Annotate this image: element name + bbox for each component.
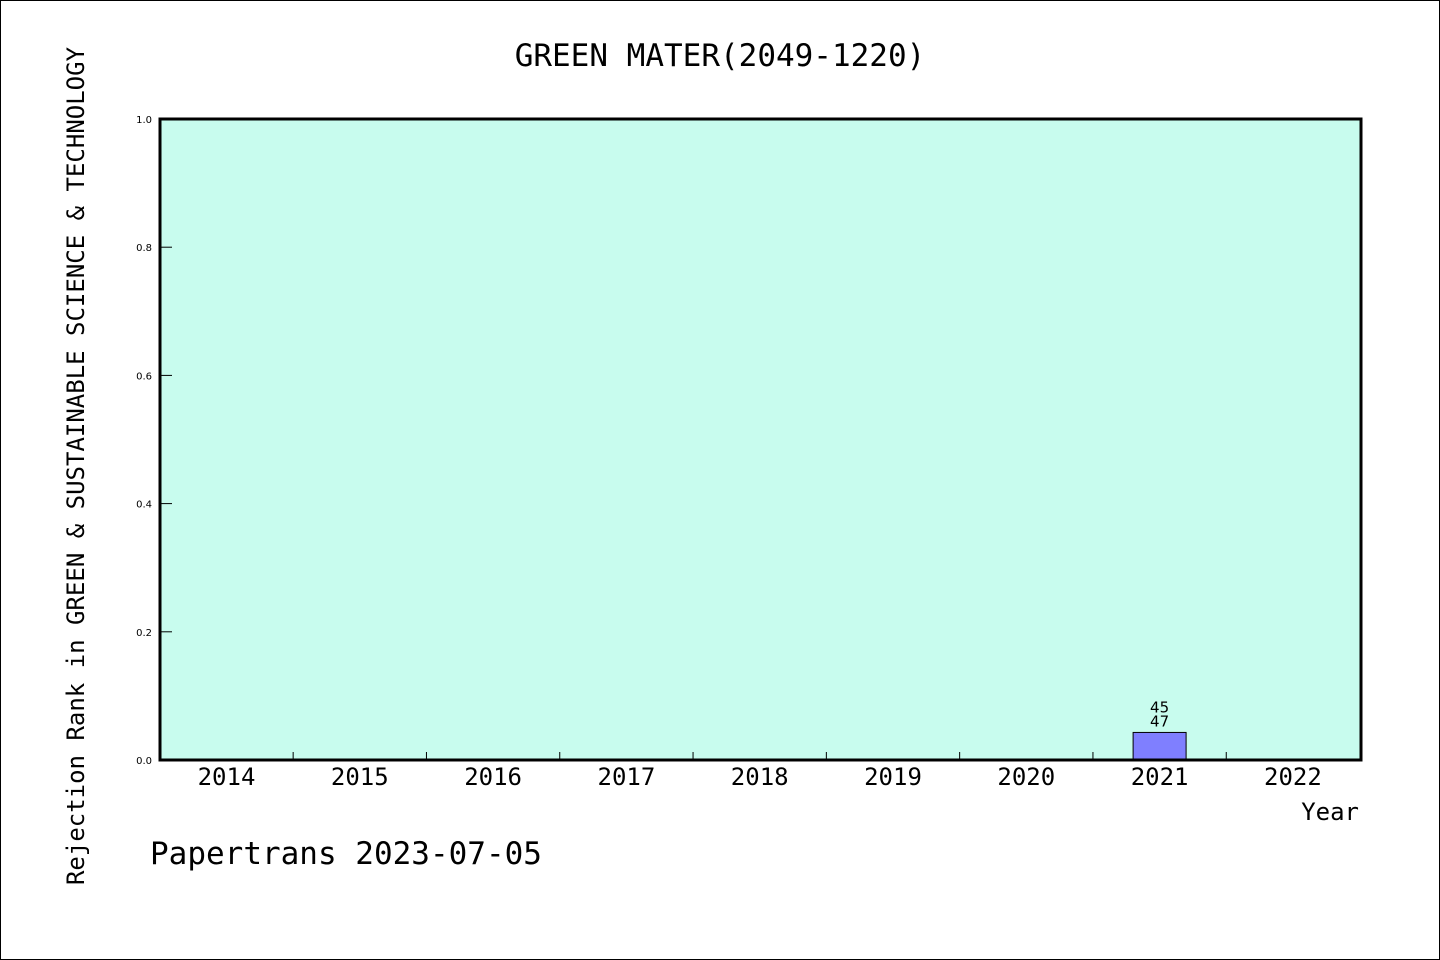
y-axis-label: Rejection Rank in GREEN & SUSTAINABLE SC…	[62, 46, 90, 885]
x-tick-label-2021: 2021	[1131, 763, 1189, 791]
chart-title: GREEN MATER(2049-1220)	[515, 38, 926, 74]
plot-frame	[158, 117, 1363, 762]
x-tick-label-2020: 2020	[997, 763, 1055, 791]
x-tick-label-2015: 2015	[331, 763, 389, 791]
x-tick-label-2017: 2017	[598, 763, 656, 791]
plot-area	[160, 119, 1361, 760]
bars-layer	[1132, 731, 1187, 761]
y-tick-label: 0.8	[136, 243, 152, 254]
bar-2021	[1132, 731, 1187, 761]
y-tick-label: 0.2	[136, 628, 152, 639]
x-tick-label-2016: 2016	[464, 763, 522, 791]
x-tick-label-2014: 2014	[198, 763, 256, 791]
footer-credit: Papertrans 2023-07-05	[150, 836, 542, 872]
x-axis-label: Year	[1301, 798, 1359, 826]
x-axis-ticks: 2014 2015 2016 2017 2018 2019 2020 2021 2022	[198, 752, 1322, 791]
bar-annotation-2021-0: 45	[1150, 698, 1169, 716]
x-tick-label-2018: 2018	[731, 763, 789, 791]
y-tick-label: 0.0	[136, 756, 152, 767]
y-tick-label: 1.0	[136, 115, 152, 126]
x-tick-label-2022: 2022	[1264, 763, 1322, 791]
x-tick-label-2019: 2019	[864, 763, 922, 791]
bar-annotation-2021-1: 47	[1150, 712, 1169, 730]
y-tick-label: 0.6	[136, 371, 152, 382]
y-tick-label: 0.4	[136, 500, 152, 511]
